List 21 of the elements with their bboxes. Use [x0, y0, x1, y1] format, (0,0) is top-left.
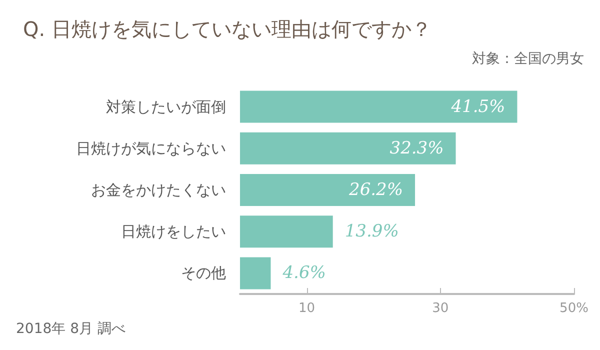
y-tick-label: お金をかけたくない	[91, 181, 226, 199]
data-label: 4.6%	[282, 263, 326, 284]
text: 2018年 8月 調べ	[16, 321, 126, 337]
chart-title: Q. 日焼けを気にしていない理由は何ですか？	[23, 17, 432, 41]
data-label: 32.3%	[390, 138, 444, 158]
y-tick-label: その他	[181, 264, 226, 282]
bar	[240, 132, 456, 164]
y-tick-label: 日焼けをしたい	[121, 222, 226, 241]
x-tick-label: 50%	[560, 301, 588, 316]
x-tick-label: 10	[298, 301, 316, 316]
bar	[240, 216, 333, 248]
data-label: 26.2%	[348, 180, 404, 200]
x-tick-label: 30	[432, 301, 449, 316]
data-label: 41.5%	[450, 96, 506, 117]
data-label: 13.9%	[344, 222, 399, 242]
text: 対象：全国の男女	[472, 51, 584, 67]
bar	[240, 90, 518, 123]
bar	[240, 257, 271, 290]
bar	[240, 174, 416, 206]
y-tick-label: 対策したいが面倒	[106, 98, 226, 116]
y-tick-label: 日焼けが気にならない	[76, 139, 226, 158]
